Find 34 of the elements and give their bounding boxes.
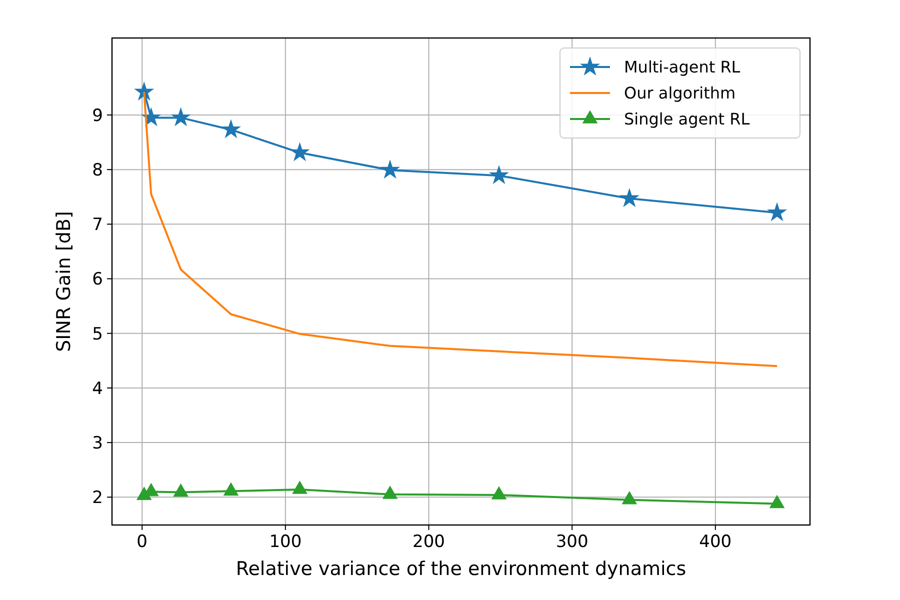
legend-label: Single agent RL	[624, 110, 750, 129]
point	[224, 482, 238, 496]
point	[290, 143, 309, 160]
point	[770, 495, 784, 508]
y-tick-label: 5	[92, 324, 103, 344]
x-tick-label: 100	[269, 532, 302, 552]
legend-label: Our algorithm	[624, 84, 736, 103]
point	[622, 492, 637, 504]
x-tick-label: 200	[412, 532, 445, 552]
y-tick-label: 6	[92, 270, 103, 290]
y-tick-label: 7	[92, 215, 103, 236]
legend-label: Multi-agent RL	[624, 58, 740, 77]
x-tick-label: 0	[136, 532, 148, 552]
y-tick-label: 4	[92, 378, 103, 399]
point	[490, 166, 508, 184]
point	[620, 189, 638, 206]
point	[381, 160, 400, 178]
y-tick-label: 3	[92, 434, 103, 454]
point	[382, 486, 398, 499]
y-tick-label: 8	[92, 160, 103, 181]
x-tick-label: 400	[699, 532, 732, 552]
point	[492, 486, 506, 500]
point	[174, 484, 188, 497]
y-tick-label: 2	[92, 488, 103, 508]
point	[222, 120, 240, 138]
point	[768, 203, 786, 220]
y-axis-title: SINR Gain [dB]	[53, 211, 75, 352]
point	[142, 108, 160, 126]
point	[135, 82, 154, 100]
y-tick-label: 9	[92, 106, 103, 126]
point	[172, 108, 190, 126]
x-axis-title: Relative variance of the environment dynamics	[236, 558, 686, 580]
point	[292, 481, 308, 494]
x-tick-label: 300	[556, 532, 588, 552]
